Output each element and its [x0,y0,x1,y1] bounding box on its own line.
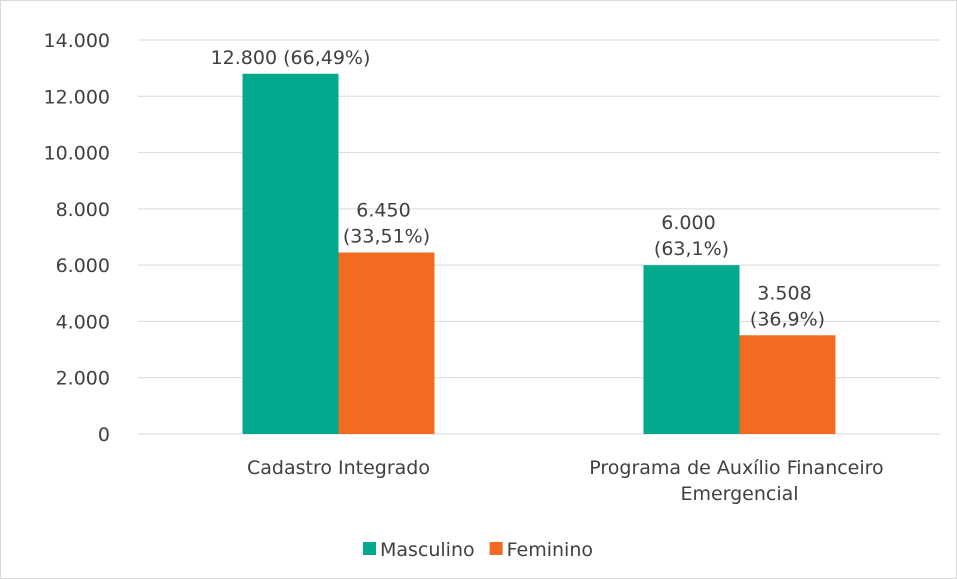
data-label: 3.508 (36,9%) [750,282,825,330]
y-tick-label: 0 [98,424,110,446]
legend-swatch [489,542,503,555]
bar [242,73,339,435]
data-label: 12.800 (66,49%) [211,47,371,69]
bar [643,265,740,434]
y-tick-label: 14.000 [44,30,110,52]
legend-label: Feminino [507,539,593,561]
x-tick-label: Cadastro Integrado [247,457,430,479]
bar [338,252,435,434]
y-tick-label: 10.000 [44,143,110,165]
y-tick-label: 2.000 [56,368,110,390]
y-tick-label: 4.000 [56,311,110,333]
data-label: 6.450 (33,51%) [343,199,430,247]
legend-swatch [362,542,376,555]
y-tick-label: 12.000 [44,86,110,108]
bar [739,335,836,434]
data-label: 6.000 (63,1%) [654,212,729,260]
legend-label: Masculino [380,539,475,561]
x-tick-label: Programa de Auxílio Financeiro Emergenci… [589,457,889,505]
y-tick-label: 8.000 [56,199,110,221]
y-tick-label: 6.000 [56,255,110,277]
